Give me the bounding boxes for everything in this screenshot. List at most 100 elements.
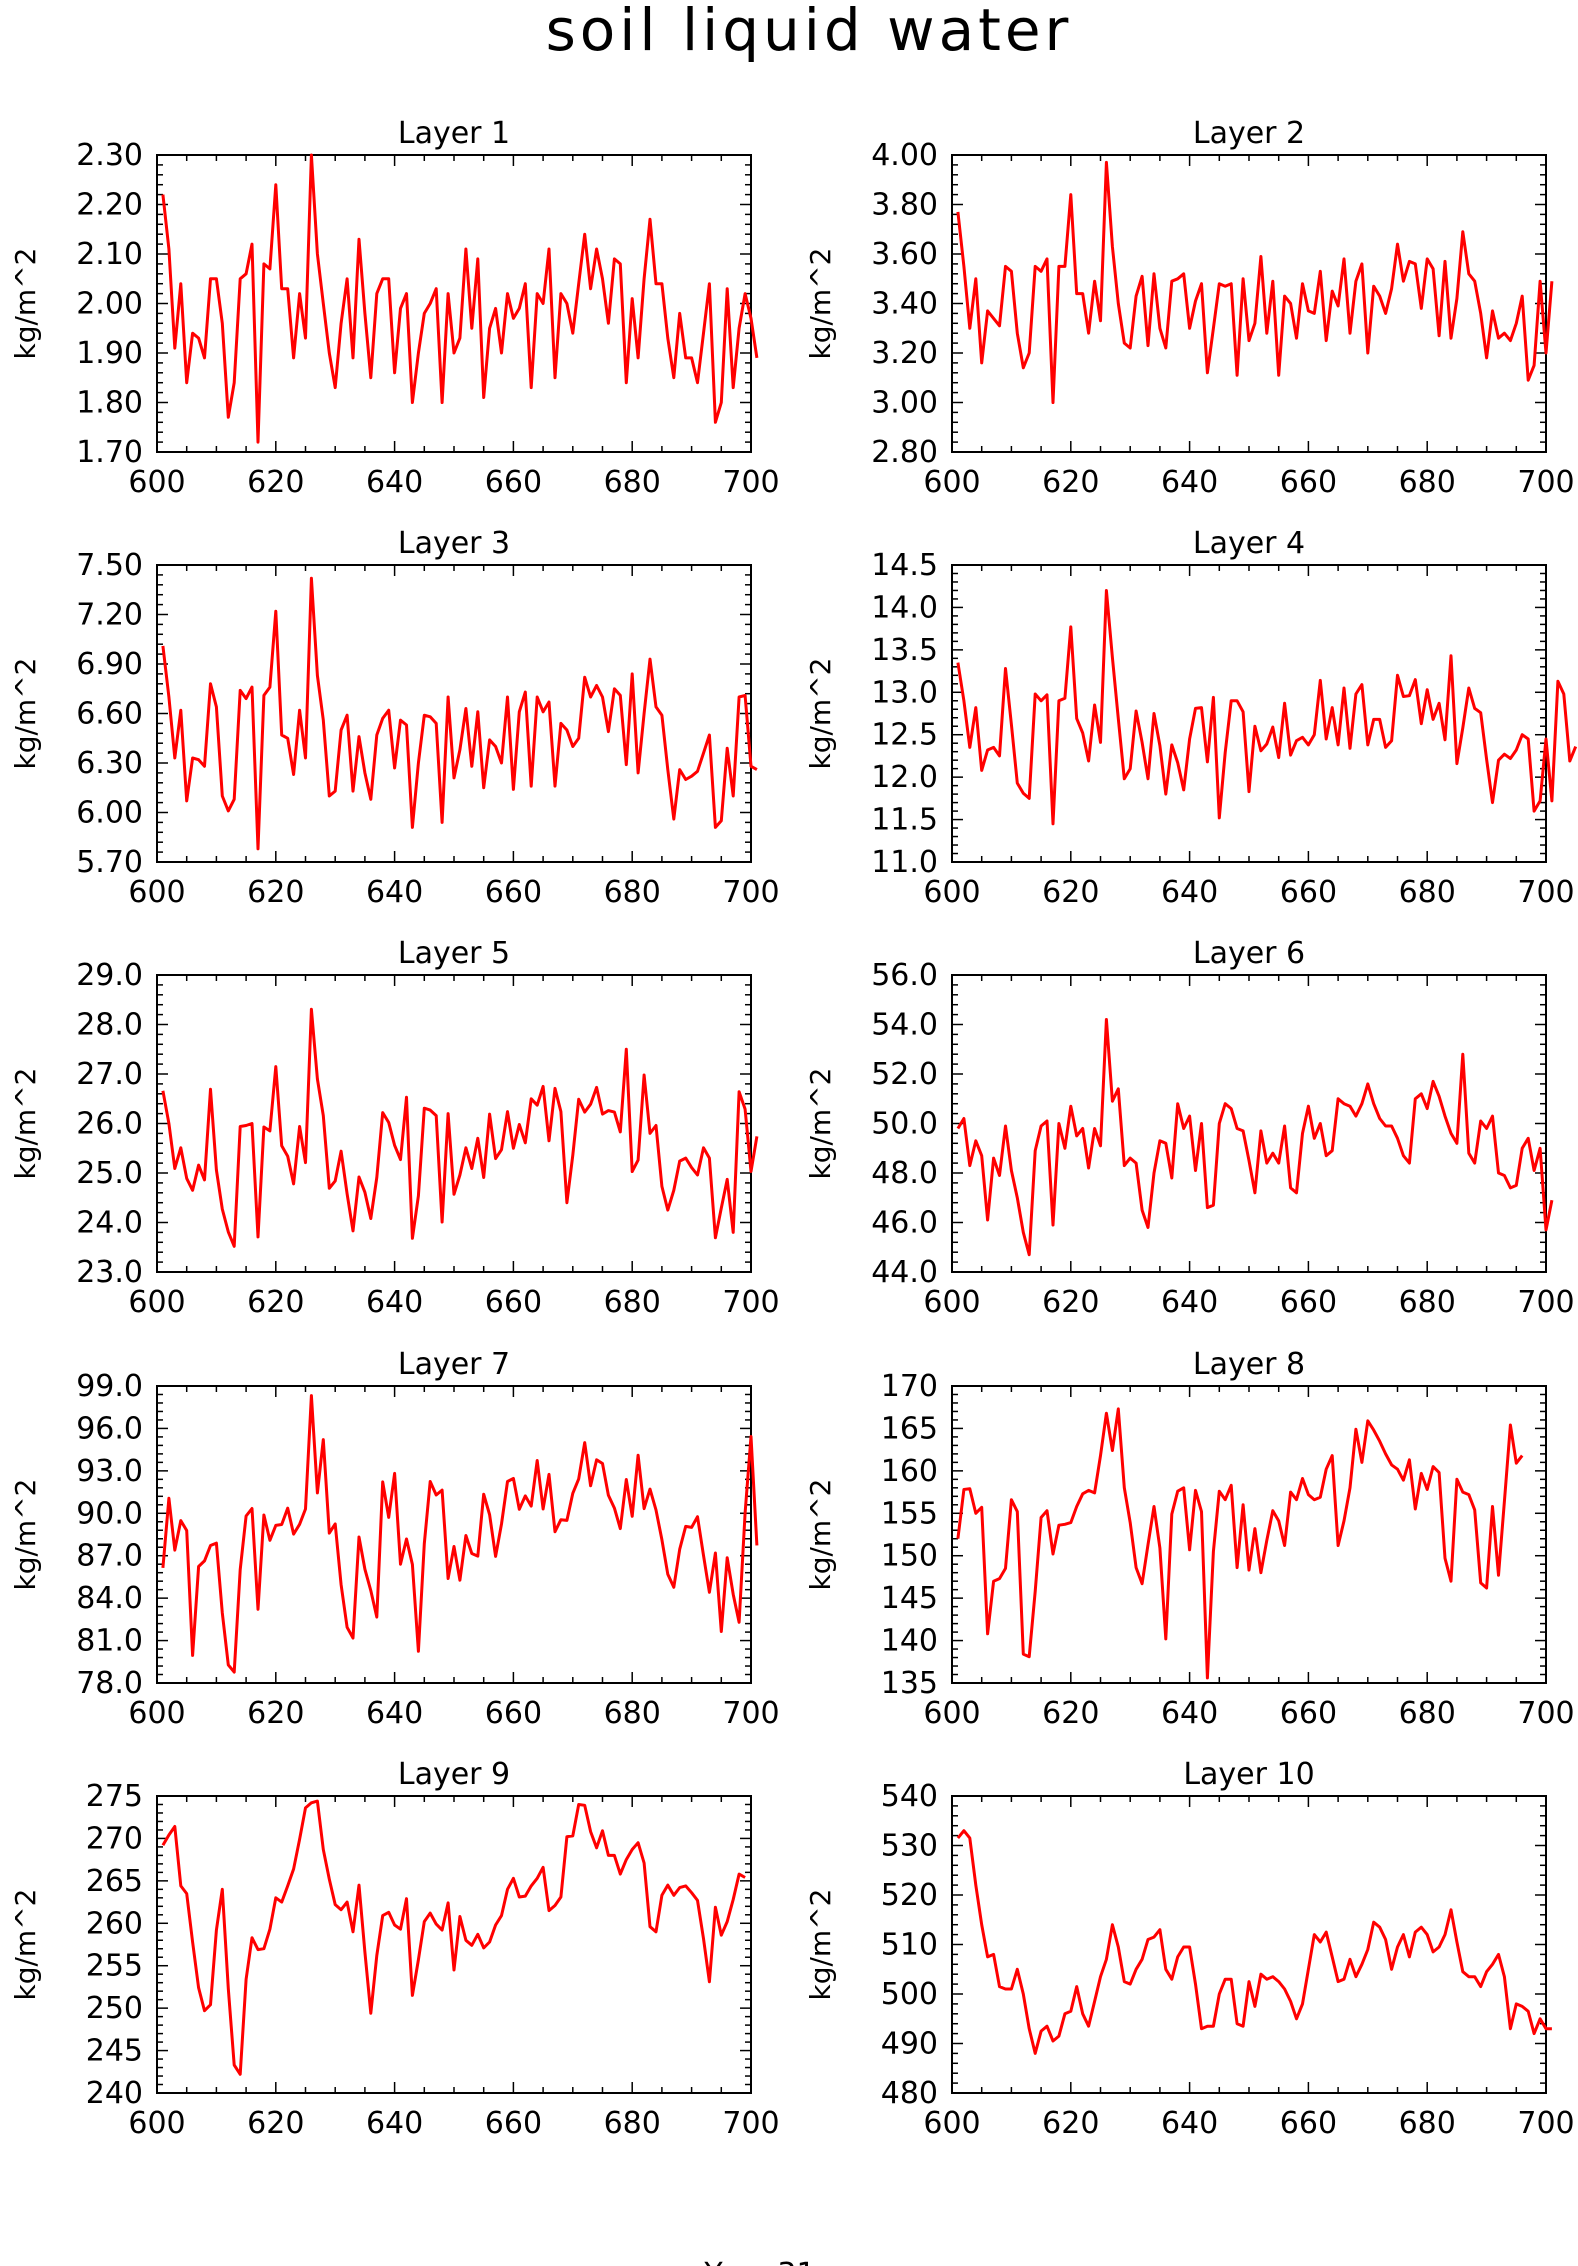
y-tick-label: 6.30 [76, 746, 143, 781]
y-tick-label: 84.0 [76, 1581, 143, 1616]
y-tick-label: 12.5 [871, 718, 938, 753]
y-tick-label: 93.0 [76, 1454, 143, 1489]
x-tick-label: 660 [1280, 1696, 1337, 1731]
x-tick-label: 600 [128, 2106, 185, 2141]
y-tick-label: 500 [881, 1977, 938, 2012]
y-tick-label: 28.0 [76, 1008, 143, 1043]
panel-title: Layer 5 [398, 936, 510, 971]
x-tick-label: 620 [247, 1285, 304, 1320]
panels: Layer 1 kg/m^2 600 620 640 660 680 700 1.70 1.80 1… [9, 116, 1578, 2141]
y-tick-label: 56.0 [871, 958, 938, 993]
x-tick-label: 620 [1042, 1285, 1099, 1320]
y-tick-label: 490 [881, 2027, 938, 2062]
y-tick-label: 250 [86, 1991, 143, 2026]
x-tick-label: 660 [1280, 465, 1337, 500]
x-tick-label: 660 [1280, 2106, 1337, 2141]
x-tick-label: 680 [604, 465, 661, 500]
series-line [956, 1407, 1524, 1680]
y-axis-label: kg/m^2 [804, 1068, 837, 1180]
x-tick-label: 700 [1517, 1285, 1574, 1320]
y-tick-label: 3.40 [871, 287, 938, 322]
y-tick-label: 150 [881, 1539, 938, 1574]
x-tick-label: 640 [1161, 1696, 1218, 1731]
x-tick-label: 620 [1042, 875, 1099, 910]
chart-panel-3: Layer 3 kg/m^2 600 620 640 660 680 700 5.70 6.00 6… [9, 526, 780, 910]
y-tick-label: 1.70 [76, 435, 143, 470]
y-tick-label: 1.80 [76, 386, 143, 421]
y-axis-label: kg/m^2 [9, 1479, 42, 1591]
y-tick-label: 48.0 [871, 1156, 938, 1191]
chart-panel-9: Layer 9 kg/m^2 600 620 640 660 680 700 240 245 250… [9, 1757, 780, 2141]
x-tick-label: 640 [1161, 465, 1218, 500]
y-tick-label: 90.0 [76, 1496, 143, 1531]
y-tick-label: 135 [881, 1666, 938, 1701]
y-tick-label: 87.0 [76, 1539, 143, 1574]
series-line [161, 576, 758, 851]
x-tick-label: 700 [1517, 465, 1574, 500]
series-line [161, 1007, 759, 1248]
y-tick-label: 2.30 [76, 138, 143, 173]
y-tick-label: 240 [86, 2076, 143, 2111]
x-tick-label: 680 [604, 2106, 661, 2141]
x-tick-label: 640 [366, 875, 423, 910]
x-tick-label: 700 [1517, 875, 1574, 910]
y-tick-label: 6.90 [76, 647, 143, 682]
y-tick-label: 2.20 [76, 188, 143, 223]
chart-panel-5: Layer 5 kg/m^2 600 620 640 660 680 700 23.0 24.0 2… [9, 936, 780, 1320]
x-tick-label: 700 [722, 1285, 779, 1320]
x-tick-label: 680 [1399, 1285, 1456, 1320]
y-tick-label: 170 [881, 1369, 938, 1404]
x-tick-label: 680 [604, 1696, 661, 1731]
y-tick-label: 50.0 [871, 1107, 938, 1142]
y-tick-label: 14.0 [871, 590, 938, 625]
series-line [161, 153, 759, 444]
x-tick-label: 700 [722, 1696, 779, 1731]
x-tick-label: 700 [722, 2106, 779, 2141]
y-axis-label: kg/m^2 [804, 658, 837, 770]
y-tick-label: 2.00 [76, 287, 143, 322]
y-tick-label: 145 [881, 1581, 938, 1616]
y-tick-label: 160 [881, 1454, 938, 1489]
y-tick-label: 99.0 [76, 1369, 143, 1404]
chart-panel-10: Layer 10 kg/m^2 600 620 640 660 680 700 480 490 50… [804, 1757, 1575, 2141]
y-tick-label: 3.80 [871, 188, 938, 223]
y-tick-label: 12.0 [871, 760, 938, 795]
y-tick-label: 26.0 [76, 1107, 143, 1142]
figure-footer: Year 31 [703, 2257, 815, 2266]
series-line [956, 1829, 1552, 2055]
x-tick-label: 640 [1161, 2106, 1218, 2141]
x-tick-label: 660 [485, 1285, 542, 1320]
plot-frame [156, 974, 752, 1273]
y-tick-label: 520 [881, 1878, 938, 1913]
y-tick-label: 23.0 [76, 1255, 143, 1290]
y-tick-label: 13.5 [871, 633, 938, 668]
chart-panel-6: Layer 6 kg/m^2 600 620 640 660 680 700 44.0 46.0 4… [804, 936, 1575, 1320]
series-line [161, 1394, 759, 1674]
x-tick-label: 680 [604, 875, 661, 910]
y-axis-label: kg/m^2 [9, 248, 42, 360]
y-tick-label: 44.0 [871, 1255, 938, 1290]
figure-title: soil liquid water [546, 0, 1073, 64]
y-tick-label: 270 [86, 1821, 143, 1856]
y-axis-label: kg/m^2 [804, 1479, 837, 1591]
x-tick-label: 600 [128, 465, 185, 500]
x-tick-label: 680 [1399, 875, 1456, 910]
y-tick-label: 81.0 [76, 1624, 143, 1659]
y-tick-label: 78.0 [76, 1666, 143, 1701]
x-tick-label: 700 [722, 875, 779, 910]
series-line [956, 160, 1554, 404]
x-tick-label: 640 [366, 465, 423, 500]
y-axis-label: kg/m^2 [9, 1889, 42, 2001]
y-tick-label: 24.0 [76, 1206, 143, 1241]
y-tick-label: 530 [881, 1829, 938, 1864]
x-tick-label: 700 [1517, 2106, 1574, 2141]
series-line [956, 589, 1578, 826]
chart-panel-4: Layer 4 kg/m^2 600 620 640 660 680 700 11.0 11.5 1… [804, 526, 1578, 910]
x-tick-label: 600 [128, 875, 185, 910]
panel-title: Layer 1 [398, 116, 510, 151]
y-tick-label: 3.20 [871, 336, 938, 371]
x-tick-label: 600 [923, 2106, 980, 2141]
x-tick-label: 620 [1042, 1696, 1099, 1731]
series-line [161, 1799, 746, 2076]
